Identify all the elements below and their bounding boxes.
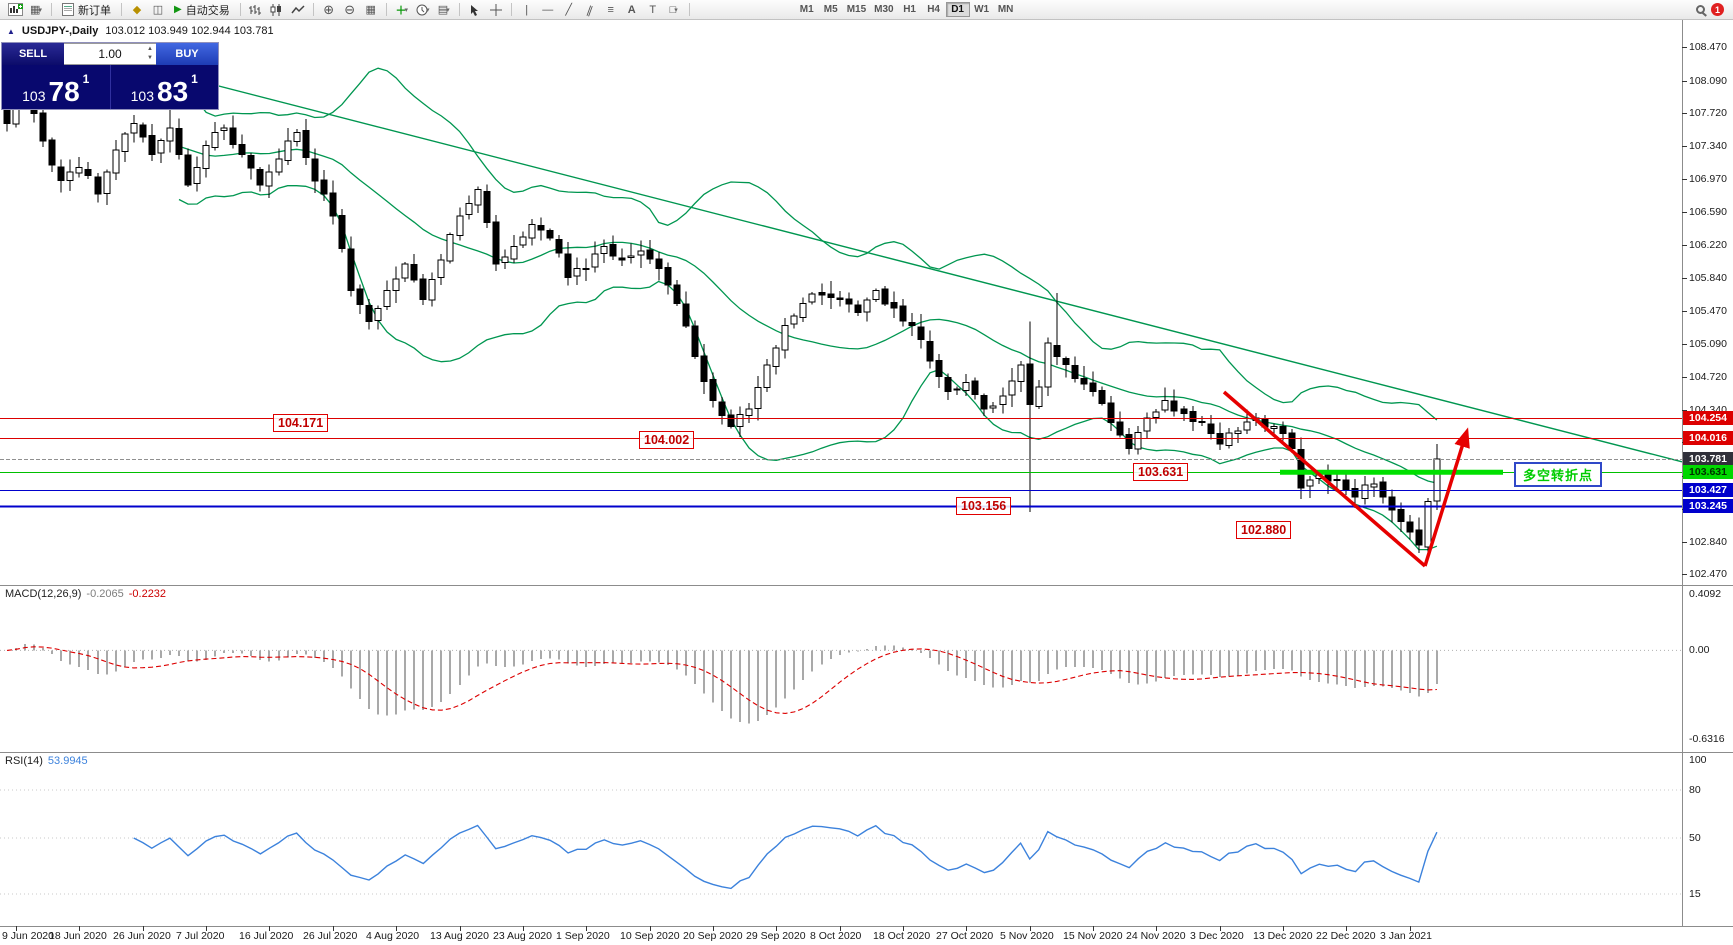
- profiles-icon[interactable]: ▦ ▾: [30, 4, 42, 16]
- turning-point-annotation[interactable]: 多空转折点: [1514, 462, 1603, 487]
- buy-price-point: 1: [191, 71, 198, 86]
- macd-signal-value: -0.2232: [128, 588, 167, 600]
- toolbar-separator: [385, 3, 387, 16]
- one-click-trading-panel: SELL 1.00 ▲ ▼ BUY 103 78 1 103 83 1: [2, 43, 218, 109]
- sell-price-panel[interactable]: 103 78 1: [2, 65, 110, 109]
- toolbar-separator: [688, 3, 690, 16]
- fibonacci-tool-icon[interactable]: ≡: [607, 3, 614, 16]
- horizontal-line-tool-icon[interactable]: —: [542, 3, 554, 16]
- macd-signal-line: [6, 646, 1437, 714]
- sell-price-pips: 78: [48, 76, 80, 108]
- new-order-label: 新订单: [78, 4, 111, 17]
- trend-arrow-annotation[interactable]: [1222, 390, 1470, 568]
- shapes-tool-icon[interactable]: □ ▾: [669, 3, 678, 16]
- timeframe-H4[interactable]: H4: [922, 2, 946, 17]
- timeframe-W1[interactable]: W1: [970, 2, 994, 17]
- order-doc-icon: [62, 3, 74, 16]
- bar-chart-type-icon[interactable]: [246, 2, 266, 18]
- strategy-tester-icon[interactable]: ◫: [152, 4, 164, 16]
- toolbar-separator: [510, 3, 512, 16]
- autotrading-button[interactable]: ▶ 自动交易: [169, 2, 235, 18]
- ohlc-values: 103.012 103.949 102.944 103.781: [105, 25, 274, 37]
- timeframe-M1[interactable]: M1: [795, 2, 819, 17]
- rsi-line: [133, 824, 1438, 890]
- pane-separators[interactable]: [0, 20, 1733, 927]
- crosshair-icon[interactable]: [486, 2, 506, 18]
- vertical-line-tool-icon[interactable]: |: [525, 3, 529, 16]
- timeframe-M5[interactable]: M5: [819, 2, 843, 17]
- bollinger-bands: [178, 67, 1438, 551]
- zoom-out-icon[interactable]: ⊖: [344, 1, 356, 17]
- tile-windows-icon[interactable]: ▦: [365, 4, 376, 16]
- rsi-value: 53.9945: [47, 755, 88, 767]
- toolbar-separator: [121, 3, 122, 16]
- toolbar-separator: [51, 3, 52, 16]
- toolbar: ▦ ▾ 新订单 ◆ ◫ ▶ 自动交易 ⊕ ⊖ ▦ ＋ ▾ ▾ ▤ ▾ | — ╱ ∥ …: [0, 0, 1733, 20]
- new-order-button[interactable]: 新订单: [57, 2, 116, 18]
- axis-ticks: [16, 47, 1687, 931]
- cursor-icon[interactable]: [465, 2, 485, 18]
- descending-trendline[interactable]: [125, 61, 1683, 463]
- play-icon: ▶: [174, 4, 182, 15]
- sell-price-point: 1: [82, 71, 90, 86]
- volume-spinner[interactable]: ▲ ▼: [147, 46, 153, 61]
- candlestick-chart-type-icon[interactable]: [267, 2, 287, 18]
- trendline-tool-icon[interactable]: ╱: [565, 4, 573, 16]
- channel-tool-icon[interactable]: ∥: [584, 3, 595, 17]
- notifications-badge[interactable]: 1: [1711, 3, 1724, 16]
- sell-button[interactable]: SELL: [2, 43, 64, 65]
- text-tool-icon[interactable]: A: [627, 3, 636, 16]
- new-chart-icon[interactable]: [5, 2, 25, 18]
- toolbar-separator: [312, 3, 314, 16]
- periods-icon[interactable]: ▾: [413, 2, 433, 18]
- macd-main-value: -0.2065: [86, 588, 124, 600]
- buy-price-panel[interactable]: 103 83 1: [109, 65, 219, 109]
- support-resistance-lines[interactable]: [0, 418, 1682, 508]
- buy-button[interactable]: BUY: [156, 43, 218, 65]
- chart-title-row: ▲ USDJPY-,Daily 103.012 103.949 102.944 …: [7, 25, 274, 37]
- rsi-label: RSI(14): [5, 755, 43, 767]
- one-click-collapse-arrow[interactable]: ▲: [7, 26, 15, 36]
- rsi-header: RSI(14) 53.9945: [5, 755, 88, 767]
- macd-histogram: [15, 644, 1438, 724]
- timeframe-D1[interactable]: D1: [945, 2, 970, 17]
- macd-header: MACD(12,26,9) -0.2065 -0.2232: [5, 588, 166, 600]
- timeframe-M15[interactable]: M15: [843, 2, 870, 17]
- candles-layer: [3, 51, 1441, 554]
- timeframe-group: M1 M5 M15 M30 H1 H4 D1 W1 MN: [795, 2, 1018, 17]
- autotrading-label: 自动交易: [185, 4, 230, 17]
- label-tool-icon[interactable]: T: [649, 3, 657, 16]
- macd-label: MACD(12,26,9): [5, 588, 82, 600]
- indicators-icon[interactable]: ＋ ▾: [395, 4, 408, 17]
- line-chart-type-icon[interactable]: [288, 2, 308, 18]
- toolbar-separator: [239, 3, 241, 16]
- toolbar-separator: [458, 3, 460, 16]
- buy-price-pips: 83: [157, 76, 189, 108]
- sell-price-big-figure: 103: [22, 87, 46, 104]
- templates-icon[interactable]: ▤ ▾: [437, 4, 450, 16]
- volume-field[interactable]: 1.00 ▲ ▼: [64, 43, 156, 65]
- volume-value: 1.00: [98, 47, 122, 61]
- timeframe-M30[interactable]: M30: [870, 2, 897, 17]
- toolbar-right: 1: [1696, 3, 1728, 16]
- zoom-in-icon[interactable]: ⊕: [323, 1, 335, 17]
- timeframe-MN[interactable]: MN: [994, 2, 1018, 17]
- symbol-period-label: USDJPY-,Daily: [21, 25, 99, 37]
- timeframe-H1[interactable]: H1: [898, 2, 922, 17]
- search-icon[interactable]: [1696, 5, 1705, 14]
- buy-price-big-figure: 103: [130, 87, 154, 104]
- metaeditor-icon[interactable]: ◆: [132, 4, 142, 16]
